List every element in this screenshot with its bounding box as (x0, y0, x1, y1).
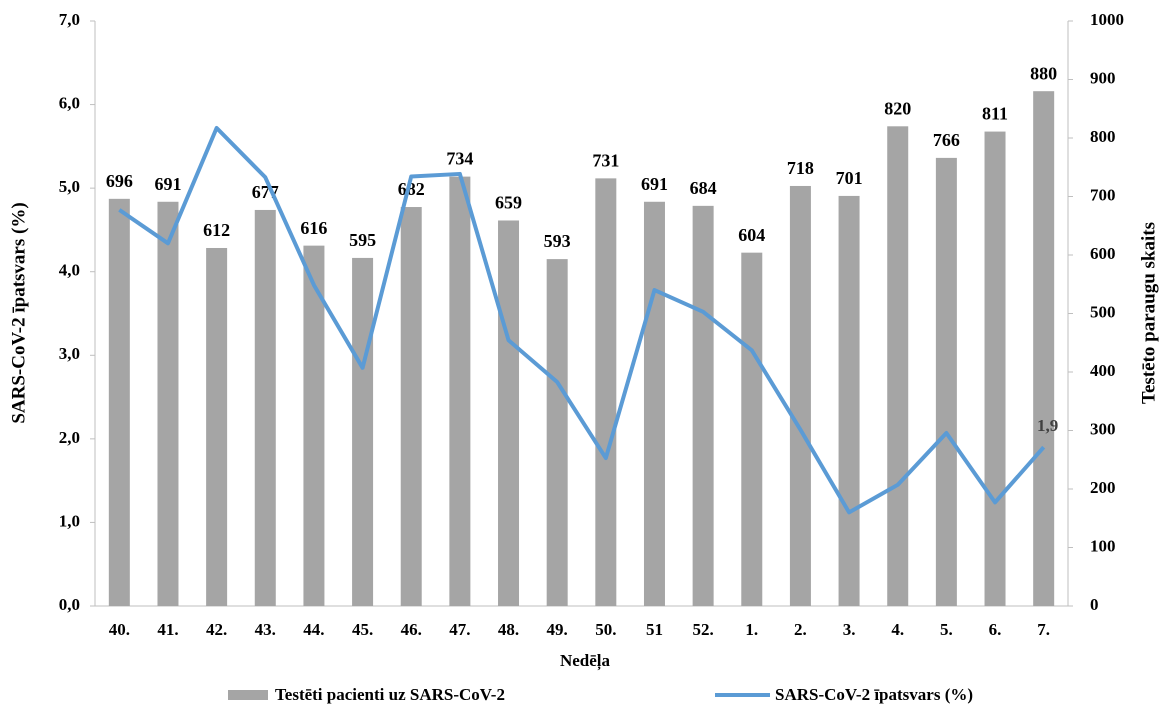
bar (449, 176, 471, 607)
x-tick-label: 51 (646, 620, 663, 639)
bar (595, 178, 617, 607)
x-tick-label: 2. (794, 620, 807, 639)
y2-tick-label: 600 (1090, 244, 1116, 263)
bar-label: 811 (982, 104, 1008, 124)
x-tick-label: 49. (547, 620, 568, 639)
bar (498, 220, 520, 607)
bar (643, 201, 665, 606)
y2-axis-title: Testēto paraugu skaits (1138, 222, 1159, 404)
bar-label: 616 (300, 218, 327, 238)
bar-label: 718 (787, 158, 814, 178)
y2-tick-label: 500 (1090, 302, 1116, 321)
x-axis-title: Nedēļa (560, 651, 611, 671)
x-tick-label: 6. (989, 620, 1002, 639)
bar (352, 257, 374, 606)
bar-label: 766 (933, 130, 960, 150)
y-axis-title: SARS-CoV-2 īpatsvars (%) (8, 202, 29, 423)
y2-tick-label: 100 (1090, 536, 1116, 555)
y-tick-label: 2,0 (59, 428, 80, 447)
bar (400, 207, 422, 606)
y-tick-label: 0,0 (59, 595, 80, 614)
x-tick-label: 44. (303, 620, 324, 639)
legend-label: SARS-CoV-2 īpatsvars (%) (775, 685, 973, 704)
bar-label: 659 (495, 193, 522, 213)
bar-label: 604 (738, 225, 765, 245)
y2-tick-label: 1000 (1090, 10, 1124, 29)
bar (206, 247, 228, 607)
y2-tick-label: 200 (1090, 478, 1116, 497)
x-tick-label: 40. (109, 620, 130, 639)
y-tick-label: 4,0 (59, 261, 80, 280)
x-tick-label: 45. (352, 620, 373, 639)
y-tick-label: 5,0 (59, 177, 80, 196)
x-tick-label: 41. (157, 620, 178, 639)
bar-label: 696 (106, 171, 133, 191)
bar (838, 195, 860, 607)
bar (789, 185, 811, 606)
x-tick-label: 5. (940, 620, 953, 639)
y2-tick-label: 800 (1090, 127, 1116, 146)
x-tick-label: 43. (255, 620, 276, 639)
bar (887, 126, 909, 607)
bar (1033, 91, 1055, 606)
x-tick-label: 48. (498, 620, 519, 639)
x-tick-label: 7. (1037, 620, 1050, 639)
x-tick-label: 1. (745, 620, 758, 639)
bar-label: 734 (446, 149, 473, 169)
bar-label: 880 (1030, 63, 1057, 83)
bar-label: 820 (884, 98, 911, 118)
y2-tick-label: 700 (1090, 185, 1116, 204)
bar (303, 245, 325, 606)
bar-label: 731 (592, 150, 619, 170)
bar (692, 205, 714, 607)
bar (157, 201, 179, 606)
x-tick-label: 47. (449, 620, 470, 639)
x-tick-label: 3. (843, 620, 856, 639)
bar (108, 198, 130, 606)
y-tick-label: 1,0 (59, 511, 80, 530)
x-tick-label: 42. (206, 620, 227, 639)
bar (984, 131, 1006, 606)
x-tick-label: 50. (595, 620, 616, 639)
y-tick-label: 7,0 (59, 10, 80, 29)
bar (546, 259, 568, 606)
x-tick-label: 46. (401, 620, 422, 639)
y2-tick-label: 900 (1090, 68, 1116, 87)
bar-label: 593 (544, 231, 571, 251)
y-tick-label: 6,0 (59, 93, 80, 112)
y2-tick-label: 0 (1090, 595, 1099, 614)
line-label: 1,9 (1037, 416, 1058, 435)
line (118, 125, 1046, 515)
y2-tick-label: 300 (1090, 419, 1116, 438)
bar-label: 595 (349, 230, 376, 250)
bar-label: 684 (690, 178, 717, 198)
legend-swatch (228, 690, 268, 700)
legend-label: Testēti pacienti uz SARS-CoV-2 (275, 685, 505, 704)
y-tick-label: 3,0 (59, 344, 80, 363)
bar-label: 612 (203, 220, 230, 240)
bar (935, 157, 957, 606)
bar-label: 691 (154, 174, 181, 194)
y2-tick-label: 400 (1090, 361, 1116, 380)
bar-label: 691 (641, 174, 668, 194)
x-tick-label: 4. (891, 620, 904, 639)
x-tick-label: 52. (693, 620, 714, 639)
bar (741, 252, 763, 606)
bar-label: 682 (398, 179, 425, 199)
bar-label: 701 (836, 168, 863, 188)
bar (254, 209, 276, 606)
